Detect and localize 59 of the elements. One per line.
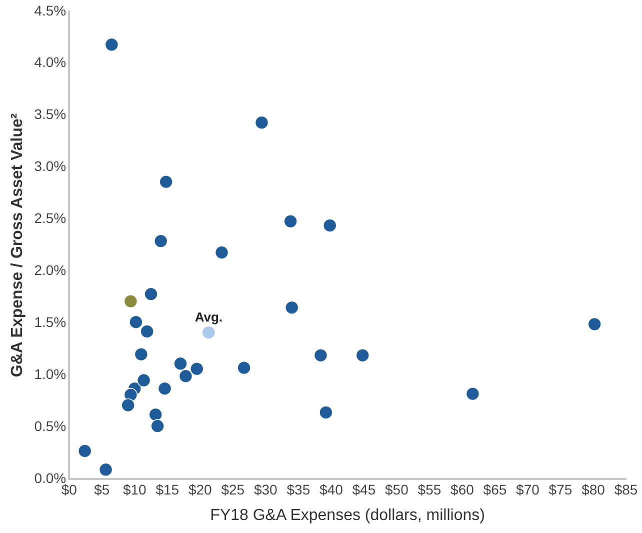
point bbox=[466, 386, 480, 401]
point bbox=[150, 419, 164, 433]
y-tick-label: 2.5% bbox=[34, 210, 66, 226]
x-tick-label: $80 bbox=[582, 481, 606, 498]
point bbox=[159, 174, 173, 189]
x-tick-label: $25 bbox=[221, 481, 245, 498]
x-tick-label: $60 bbox=[450, 481, 474, 498]
point bbox=[214, 246, 229, 260]
point bbox=[158, 382, 172, 396]
x-tick-label: $30 bbox=[254, 481, 278, 498]
point bbox=[129, 315, 143, 329]
x-tick-label: $15 bbox=[156, 481, 180, 498]
point bbox=[98, 462, 113, 477]
y-tick-label: 1.0% bbox=[34, 366, 66, 382]
point bbox=[104, 38, 119, 52]
x-tick-label: $75 bbox=[548, 481, 572, 498]
x-tick-label: $65 bbox=[483, 481, 507, 498]
x-tick-label: $55 bbox=[418, 481, 442, 498]
point bbox=[148, 408, 162, 422]
point bbox=[356, 348, 370, 362]
point bbox=[174, 356, 188, 371]
point bbox=[78, 444, 92, 458]
y-tick-label: 2.0% bbox=[34, 262, 66, 278]
y-tick-label: 4.0% bbox=[34, 54, 66, 70]
x-tick-label: $70 bbox=[516, 481, 540, 498]
point bbox=[319, 406, 333, 420]
point bbox=[314, 348, 328, 362]
y-tick-label: 3.5% bbox=[34, 106, 66, 122]
point bbox=[144, 287, 158, 301]
x-tick-label: $20 bbox=[188, 481, 212, 498]
y-tick-label: 4.5% bbox=[34, 2, 66, 18]
point bbox=[254, 116, 269, 130]
x-tick-label: $50 bbox=[385, 481, 409, 498]
point bbox=[202, 326, 216, 340]
x-tick-label: $40 bbox=[319, 481, 344, 498]
point bbox=[136, 373, 151, 388]
point bbox=[134, 347, 148, 362]
annotation: Avg. bbox=[194, 310, 223, 325]
point bbox=[124, 294, 138, 308]
y-axis-title: G&A Expense / Gross Asset Value² bbox=[9, 113, 26, 378]
x-tick-label: $5 bbox=[94, 481, 110, 498]
point bbox=[284, 300, 299, 314]
x-tick-label: $45 bbox=[352, 481, 376, 498]
y-tick-label: 3.0% bbox=[34, 158, 66, 174]
point bbox=[588, 317, 602, 332]
point bbox=[140, 324, 154, 338]
x-tick-label: $10 bbox=[122, 481, 147, 498]
point bbox=[154, 234, 168, 248]
y-tick-label: 0.5% bbox=[34, 418, 66, 434]
x-tick-label: $85 bbox=[614, 481, 638, 498]
point bbox=[178, 369, 193, 384]
point bbox=[322, 218, 337, 232]
x-axis-title: FY18 G&A Expenses (dollars, millions) bbox=[210, 506, 485, 524]
point bbox=[190, 362, 204, 376]
x-tick-label: $35 bbox=[286, 481, 310, 498]
point bbox=[121, 398, 135, 412]
y-tick-label: 1.5% bbox=[34, 314, 66, 330]
point bbox=[284, 214, 298, 228]
point bbox=[237, 360, 251, 375]
